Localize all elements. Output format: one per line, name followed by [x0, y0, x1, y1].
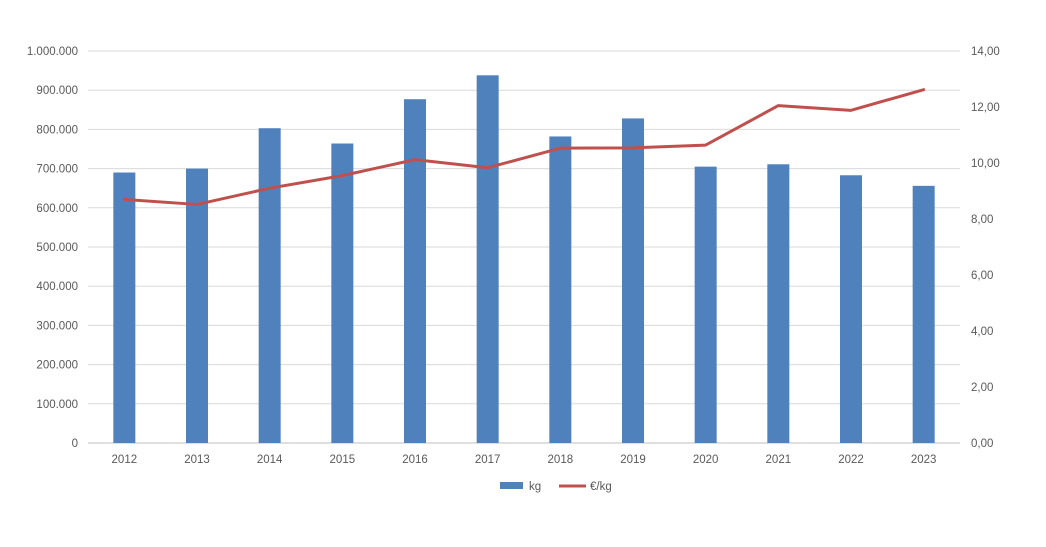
left-y-tick-label: 600.000: [36, 203, 78, 215]
bar-kg-2018: [549, 136, 572, 443]
x-tick-label: 2012: [112, 454, 138, 466]
bar-kg-2023: [912, 185, 935, 443]
legend-label-kg: kg: [529, 481, 541, 493]
bar-kg-2016: [404, 99, 426, 443]
right-y-tick-label: 4,00: [971, 326, 993, 338]
left-y-tick-label: 400.000: [36, 281, 78, 293]
bar-kg-2014: [258, 128, 281, 443]
bar-kg-2013: [186, 168, 208, 443]
left-y-tick-label: 100.000: [36, 399, 78, 411]
bar-kg-2012: [113, 172, 136, 443]
bar-kg-2021: [767, 164, 790, 443]
legend: kg €/kg: [500, 481, 612, 493]
x-tick-label: 2018: [548, 454, 574, 466]
legend-swatch-kg: [500, 482, 523, 489]
left-y-tick-label: 800.000: [36, 124, 78, 136]
x-tick-label: 2022: [838, 454, 864, 466]
line-euro-per-kg: [122, 88, 926, 206]
right-y-tick-label: 0,00: [971, 438, 993, 450]
left-y-tick-label: 0: [72, 438, 78, 450]
left-y-tick-label: 1.000.000: [27, 46, 78, 58]
left-y-tick-label: 900.000: [36, 85, 78, 97]
legend-label-euro-per-kg: €/kg: [590, 481, 612, 493]
x-tick-label: 2020: [693, 454, 719, 466]
right-y-tick-label: 10,00: [971, 158, 1000, 170]
gridlines: [88, 50, 960, 444]
bar-kg-2015: [331, 143, 354, 443]
left-y-tick-label: 700.000: [36, 164, 78, 176]
left-y-tick-label: 300.000: [36, 320, 78, 332]
right-y-tick-label: 12,00: [971, 102, 1000, 114]
x-tick-label: 2017: [475, 454, 501, 466]
right-y-tick-label: 14,00: [971, 46, 1000, 58]
x-tick-label: 2021: [766, 454, 792, 466]
right-y-tick-label: 6,00: [971, 270, 993, 282]
bar-kg-2017: [476, 75, 499, 443]
right-y-axis: 0,00 2,00 4,00 6,00 8,00 10,00 12,00 14,00: [971, 46, 1000, 450]
right-y-tick-label: 2,00: [971, 382, 993, 394]
right-y-tick-label: 8,00: [971, 214, 993, 226]
left-y-tick-label: 500.000: [36, 242, 78, 254]
bar-kg-2019: [622, 118, 644, 443]
bar-kg-2022: [840, 175, 862, 444]
x-tick-label: 2019: [620, 454, 646, 466]
x-tick-label: 2015: [330, 454, 356, 466]
line-series-euro-per-kg: [122, 88, 926, 206]
x-tick-label: 2023: [911, 454, 937, 466]
x-tick-label: 2013: [184, 454, 210, 466]
bar-kg-2020: [694, 166, 717, 443]
bar-series-kg: [113, 75, 935, 444]
x-axis: 2012 2013 2014 2015 2016 2017 2018 2019 2020 2021…: [112, 454, 937, 466]
x-tick-label: 2014: [257, 454, 283, 466]
left-y-tick-label: 200.000: [36, 360, 78, 372]
x-tick-label: 2016: [402, 454, 428, 466]
left-y-axis: 0 100.000 200.000 300.000 400.000 500.000 600.…: [27, 46, 78, 450]
